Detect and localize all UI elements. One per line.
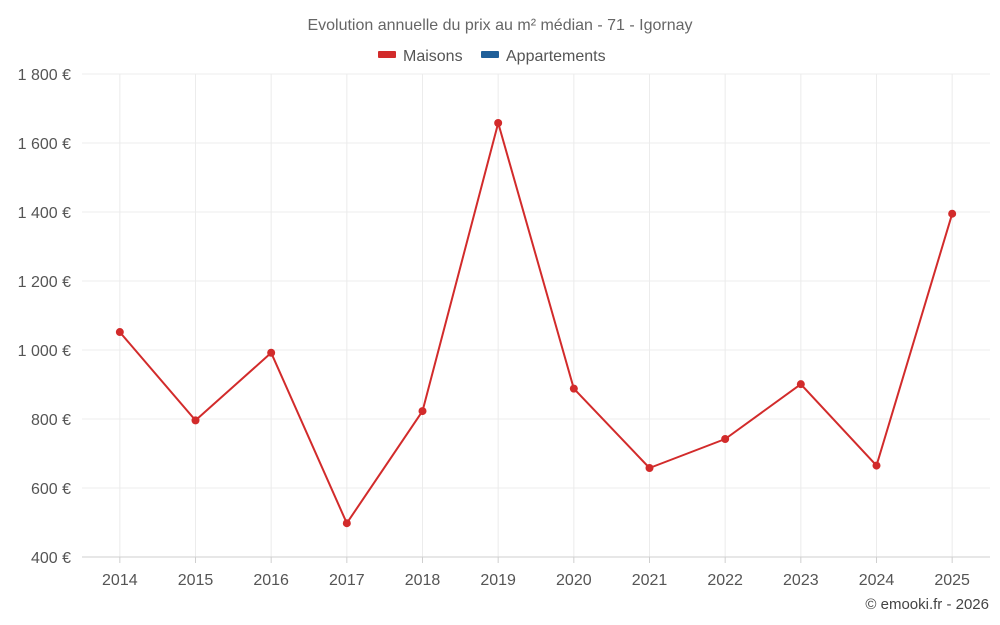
x-tick-label: 2023 — [783, 572, 819, 589]
data-point[interactable] — [267, 348, 276, 357]
legend-label-maisons: Maisons — [403, 48, 463, 65]
data-point[interactable] — [191, 416, 200, 425]
data-point[interactable] — [645, 463, 654, 472]
x-tick-label: 2024 — [859, 572, 895, 589]
data-point[interactable] — [721, 435, 730, 444]
x-tick-label: 2018 — [405, 572, 441, 589]
data-point[interactable] — [569, 384, 578, 393]
data-point[interactable] — [115, 328, 124, 337]
legend-label-appartements: Appartements — [506, 48, 606, 65]
chart-title: Evolution annuelle du prix au m² médian … — [307, 17, 692, 34]
data-point[interactable] — [494, 118, 503, 127]
y-tick-label: 800 € — [31, 412, 71, 429]
axes: 400 € 600 € 800 € 1 000 € 1 200 € 1 400 € 1 60… — [18, 67, 990, 589]
data-point[interactable] — [418, 407, 427, 416]
x-tick-label: 2025 — [934, 572, 970, 589]
y-tick-label: 600 € — [31, 481, 71, 498]
x-tick-label: 2015 — [178, 572, 214, 589]
x-tick-label: 2020 — [556, 572, 592, 589]
x-tick-label: 2019 — [480, 572, 516, 589]
y-tick-label: 1 400 € — [18, 205, 71, 222]
y-tick-label: 1 800 € — [18, 67, 71, 84]
x-tick-label: 2021 — [632, 572, 668, 589]
y-tick-label: 1 600 € — [18, 136, 71, 153]
legend: Maisons Appartements — [378, 48, 606, 65]
y-tick-label: 1 200 € — [18, 274, 71, 291]
data-point[interactable] — [342, 519, 351, 528]
gridlines — [82, 73, 990, 557]
x-tick-label: 2016 — [253, 572, 289, 589]
x-tick-label: 2017 — [329, 572, 365, 589]
y-tick-label: 400 € — [31, 550, 71, 567]
data-point[interactable] — [796, 380, 805, 389]
x-tick-label: 2014 — [102, 572, 138, 589]
series-layer — [115, 118, 957, 528]
series-line-maisons — [119, 122, 954, 525]
legend-swatch-appartements — [481, 51, 499, 58]
credit-text: © emooki.fr - 2026 — [865, 596, 989, 613]
legend-item-maisons[interactable]: Maisons — [378, 48, 463, 65]
x-tick-label: 2022 — [707, 572, 743, 589]
legend-item-appartements[interactable]: Appartements — [481, 48, 606, 65]
legend-swatch-maisons — [378, 51, 396, 58]
data-point[interactable] — [948, 209, 957, 218]
y-tick-label: 1 000 € — [18, 343, 71, 360]
data-point[interactable] — [872, 461, 881, 470]
